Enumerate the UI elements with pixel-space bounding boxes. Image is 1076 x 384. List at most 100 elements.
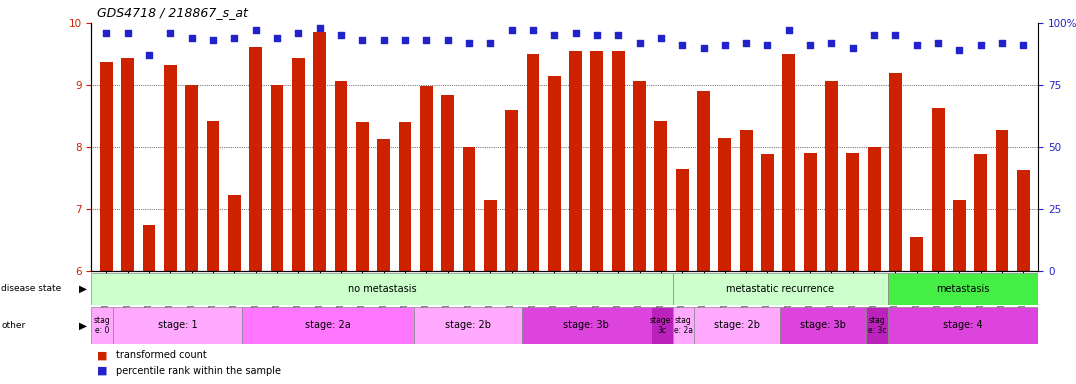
Bar — [335, 81, 348, 271]
Text: stage: 4: stage: 4 — [944, 320, 982, 331]
Point — [610, 32, 627, 38]
Point — [354, 37, 371, 43]
Text: other: other — [1, 321, 26, 330]
Bar — [740, 129, 752, 271]
Bar — [242, 307, 414, 344]
Point — [546, 32, 563, 38]
Point — [972, 42, 989, 48]
Text: no metastasis: no metastasis — [348, 284, 416, 294]
Point — [204, 37, 222, 43]
Bar — [888, 273, 1038, 305]
Text: GDS4718 / 218867_s_at: GDS4718 / 218867_s_at — [97, 6, 247, 19]
Point — [376, 37, 393, 43]
Bar — [825, 81, 838, 271]
Point — [695, 45, 712, 51]
Point — [98, 30, 115, 36]
Bar — [804, 153, 817, 271]
Text: stag
e: 3c: stag e: 3c — [867, 316, 887, 335]
Text: stage: 2b: stage: 2b — [714, 320, 760, 331]
Bar — [484, 200, 497, 271]
Bar — [672, 273, 888, 305]
Point — [930, 40, 947, 46]
Bar — [378, 139, 390, 271]
Bar — [889, 73, 902, 271]
Text: percentile rank within the sample: percentile rank within the sample — [116, 366, 281, 376]
Point — [247, 27, 265, 33]
Bar — [719, 137, 732, 271]
Point — [161, 30, 179, 36]
Text: metastatic recurrence: metastatic recurrence — [726, 284, 834, 294]
Point — [951, 47, 968, 53]
Text: stag
e: 2a: stag e: 2a — [674, 316, 693, 335]
Point — [993, 40, 1010, 46]
Text: ■: ■ — [97, 366, 108, 376]
Bar — [548, 76, 561, 271]
Bar — [292, 58, 305, 271]
Point — [119, 30, 137, 36]
Text: stag
e: 0: stag e: 0 — [94, 316, 111, 335]
Point — [439, 37, 456, 43]
Bar — [782, 54, 795, 271]
Bar — [522, 307, 651, 344]
Point — [461, 40, 478, 46]
Text: ■: ■ — [97, 350, 108, 360]
Bar — [697, 91, 710, 271]
Bar — [975, 154, 987, 271]
Point — [332, 32, 350, 38]
Text: transformed count: transformed count — [116, 350, 207, 360]
Bar — [398, 122, 411, 271]
Bar — [761, 154, 774, 271]
Bar — [694, 307, 780, 344]
Point — [417, 37, 435, 43]
Point — [865, 32, 882, 38]
Point — [737, 40, 754, 46]
Text: stage: 2b: stage: 2b — [445, 320, 491, 331]
Text: disease state: disease state — [1, 285, 61, 293]
Point — [759, 42, 776, 48]
Bar — [633, 81, 646, 271]
Point — [589, 32, 606, 38]
Text: ▶: ▶ — [80, 320, 87, 331]
Point — [524, 27, 541, 33]
Bar — [113, 307, 242, 344]
Bar — [122, 58, 134, 271]
Bar — [780, 307, 866, 344]
Point — [823, 40, 840, 46]
Bar — [420, 86, 433, 271]
Point — [183, 35, 200, 41]
Point — [141, 52, 158, 58]
Point — [226, 35, 243, 41]
Text: stage: 3b: stage: 3b — [801, 320, 846, 331]
Point — [780, 27, 797, 33]
Text: stage: 2a: stage: 2a — [306, 320, 351, 331]
Point — [674, 42, 691, 48]
Bar — [228, 195, 241, 271]
Bar — [654, 121, 667, 271]
Text: ▶: ▶ — [80, 284, 87, 294]
Bar — [356, 122, 369, 271]
Bar — [676, 169, 689, 271]
Bar — [185, 85, 198, 271]
Bar — [847, 153, 860, 271]
Point — [631, 40, 648, 46]
Bar — [207, 121, 220, 271]
Point — [652, 35, 669, 41]
Bar — [591, 51, 604, 271]
Bar — [414, 307, 522, 344]
Point — [289, 30, 307, 36]
Bar — [441, 96, 454, 271]
Text: stage:
3c: stage: 3c — [650, 316, 674, 335]
Bar — [888, 307, 1038, 344]
Bar — [569, 51, 582, 271]
Point — [482, 40, 499, 46]
Bar — [953, 200, 966, 271]
Point — [717, 42, 734, 48]
Text: stage: 3b: stage: 3b — [564, 320, 609, 331]
Bar — [867, 147, 880, 271]
Bar — [651, 307, 672, 344]
Text: stage: 1: stage: 1 — [158, 320, 197, 331]
Point — [311, 25, 328, 31]
Bar — [250, 46, 263, 271]
Point — [567, 30, 584, 36]
Bar — [995, 129, 1008, 271]
